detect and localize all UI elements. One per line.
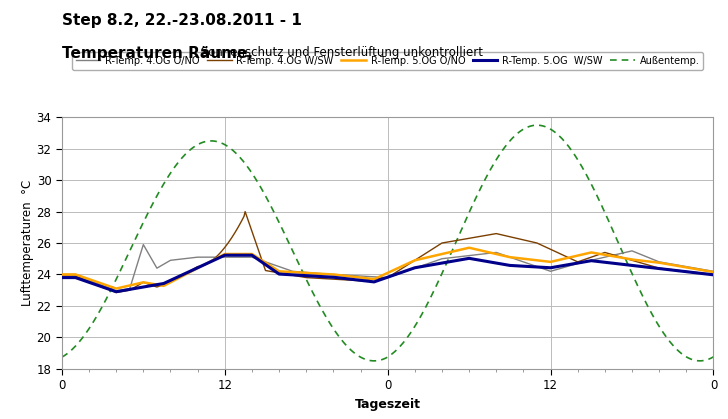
X-axis label: Tageszeit: Tageszeit bbox=[355, 398, 421, 411]
Legend: R-Temp. 4.OG O/NO, R-Temp. 4.OG W/SW, R-Temp. 5.OG O/NO, R-Temp. 5.OG  W/SW, Auß: R-Temp. 4.OG O/NO, R-Temp. 4.OG W/SW, R-… bbox=[72, 52, 703, 70]
Y-axis label: Lufttemperaturen  °C: Lufttemperaturen °C bbox=[20, 180, 33, 306]
Text: Sonnenschutz und Fensterlüftung unkontrolliert: Sonnenschutz und Fensterlüftung unkontro… bbox=[197, 46, 483, 59]
Text: Temperaturen Räume,: Temperaturen Räume, bbox=[62, 46, 253, 61]
Text: Step 8.2, 22.-23.08.2011 - 1: Step 8.2, 22.-23.08.2011 - 1 bbox=[62, 13, 301, 28]
